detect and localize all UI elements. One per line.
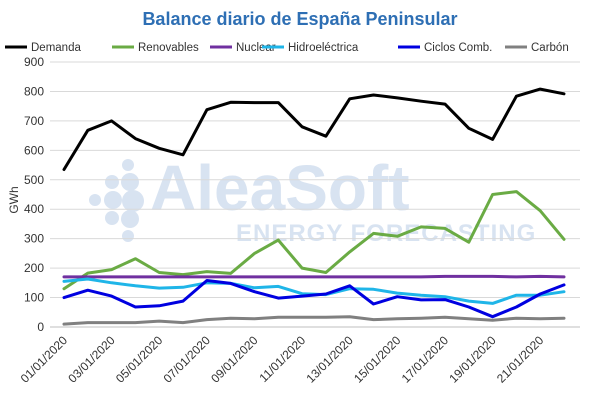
x-tick-label: 03/01/2020 (65, 333, 118, 386)
logo-dot (122, 190, 144, 212)
logo-dot (121, 210, 139, 228)
y-tick-label: 900 (24, 55, 44, 69)
legend-label: Renovables (138, 42, 199, 54)
logo-dot (89, 194, 101, 206)
legend-label: Carbón (531, 42, 569, 54)
series-line-nuclear (62, 274, 566, 279)
logo-dot (122, 230, 134, 242)
series-line-demanda (62, 87, 566, 171)
series-line-renovables (62, 190, 566, 291)
y-tick-label: 600 (24, 143, 44, 157)
chart-title: Balance diario de España Peninsular (142, 9, 457, 29)
series-lines (62, 87, 566, 326)
y-tick-label: 300 (24, 232, 44, 246)
x-tick-label: 01/01/2020 (18, 333, 71, 386)
logo-dot (105, 175, 119, 189)
aleasoft-logo-icon (89, 159, 144, 242)
legend-label: Hidroeléctrica (288, 42, 359, 54)
legend-label: Nuclear (236, 42, 276, 54)
x-tick-label: 15/01/2020 (351, 333, 404, 386)
y-axis-label: GWh (7, 186, 21, 213)
y-tick-label: 200 (24, 261, 44, 275)
y-tick-label: 100 (24, 291, 44, 305)
series-line-ciclos-comb- (62, 279, 566, 319)
logo-dot (104, 191, 122, 209)
legend: Demanda Renovables Nuclear Hidroeléctrica Ci… (5, 42, 569, 54)
y-tick-label: 400 (24, 202, 44, 216)
x-tick-label: 21/01/2020 (494, 333, 547, 386)
y-tick-label: 0 (37, 320, 44, 334)
series-line-carb-n (62, 315, 566, 326)
x-tick-label: 13/01/2020 (303, 333, 356, 386)
logo-dot (121, 173, 139, 191)
x-tick-label: 19/01/2020 (446, 333, 499, 386)
x-tick-label: 11/01/2020 (256, 333, 308, 385)
y-tick-label: 500 (24, 173, 44, 187)
logo-dot (122, 159, 134, 171)
x-tick-label: 07/01/2020 (161, 333, 214, 386)
y-tick-label: 700 (24, 114, 44, 128)
legend-label: Demanda (31, 42, 81, 54)
legend-label: Ciclos Comb. (424, 42, 492, 54)
x-tick-label: 17/01/2020 (399, 333, 452, 386)
gridlines (50, 61, 580, 328)
watermark: AleaSoft ENERGY FORECASTING (89, 152, 535, 247)
logo-dot (105, 211, 119, 225)
x-tick-label: 09/01/2020 (208, 333, 261, 386)
y-tick-label: 800 (24, 84, 44, 98)
watermark-brand: AleaSoft (150, 152, 410, 224)
series-line-hidroel-ctrica (62, 277, 566, 305)
x-tick-label: 05/01/2020 (113, 333, 166, 386)
